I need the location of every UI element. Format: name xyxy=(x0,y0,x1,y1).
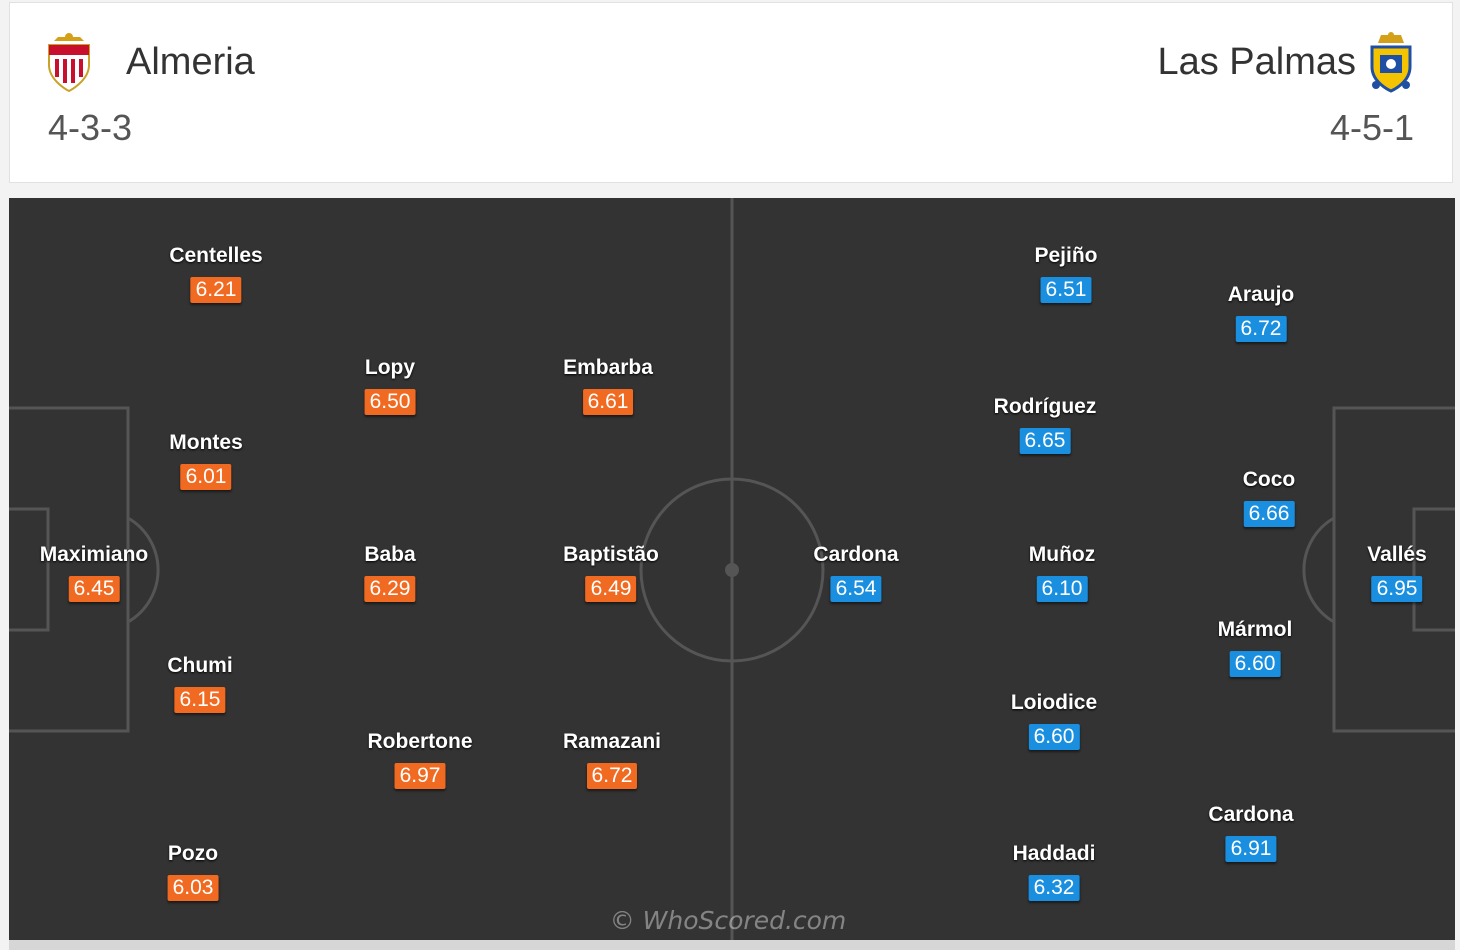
player-name: Vallés xyxy=(1367,543,1427,566)
player-away-valles[interactable]: Vallés 6.95 xyxy=(1367,543,1427,602)
player-away-loiodice[interactable]: Loiodice 6.60 xyxy=(1011,691,1097,750)
player-name: Araujo xyxy=(1227,283,1295,306)
player-name: Muñoz xyxy=(1028,543,1096,566)
player-away-haddadi[interactable]: Haddadi 6.32 xyxy=(1012,842,1096,901)
player-away-pejino[interactable]: Pejiño 6.51 xyxy=(1034,244,1098,303)
player-home-pozo[interactable]: Pozo 6.03 xyxy=(167,842,219,901)
player-name: Baba xyxy=(364,543,416,566)
player-home-chumi[interactable]: Chumi 6.15 xyxy=(167,654,233,713)
player-name: Ramazani xyxy=(562,730,662,753)
player-home-baptistao[interactable]: Baptistão 6.49 xyxy=(563,543,659,602)
player-home-baba[interactable]: Baba 6.29 xyxy=(364,543,416,602)
player-name: Loiodice xyxy=(1010,691,1098,714)
player-rating: 6.50 xyxy=(364,389,416,415)
player-name: Mármol xyxy=(1217,618,1293,641)
pitch: Centelles 6.21 Lopy 6.50 Embarba 6.61 Mo… xyxy=(9,198,1455,940)
watermark: © WhoScored.com xyxy=(609,906,847,935)
player-rating: 6.32 xyxy=(1028,875,1080,901)
player-name: Rodríguez xyxy=(993,395,1097,418)
player-name: Montes xyxy=(169,431,243,454)
player-home-centelles[interactable]: Centelles 6.21 xyxy=(169,244,263,303)
player-name: Pozo xyxy=(167,842,219,865)
player-rating: 6.61 xyxy=(582,389,634,415)
player-rating: 6.01 xyxy=(180,464,232,490)
player-away-rodriguez[interactable]: Rodríguez 6.65 xyxy=(993,395,1097,454)
player-name: Centelles xyxy=(169,244,263,267)
player-rating: 6.65 xyxy=(1019,428,1071,454)
player-rating: 6.72 xyxy=(1235,316,1287,342)
player-name: Coco xyxy=(1242,468,1296,491)
player-home-ramazani[interactable]: Ramazani 6.72 xyxy=(563,730,661,789)
away-formation: 4-5-1 xyxy=(1329,107,1414,148)
player-rating: 6.91 xyxy=(1225,836,1277,862)
player-away-munoz[interactable]: Muñoz 6.10 xyxy=(1029,543,1095,602)
player-rating: 6.54 xyxy=(830,576,882,602)
player-rating: 6.66 xyxy=(1243,501,1295,527)
player-away-cardona-fw[interactable]: Cardona 6.54 xyxy=(813,543,899,602)
player-away-coco[interactable]: Coco 6.66 xyxy=(1242,468,1296,527)
player-home-robertone[interactable]: Robertone 6.97 xyxy=(368,730,473,789)
pitch-lines xyxy=(9,198,1455,940)
player-rating: 6.49 xyxy=(585,576,637,602)
player-home-montes[interactable]: Montes 6.01 xyxy=(169,431,243,490)
match-header: Almeria 4-3-3 Las Palmas 4-5-1 xyxy=(9,2,1453,183)
player-away-marmol[interactable]: Mármol 6.60 xyxy=(1217,618,1293,677)
player-away-cardona-def[interactable]: Cardona 6.91 xyxy=(1208,803,1294,862)
player-home-lopy[interactable]: Lopy 6.50 xyxy=(364,356,416,415)
player-rating: 6.72 xyxy=(586,763,638,789)
player-home-embarba[interactable]: Embarba 6.61 xyxy=(563,356,653,415)
player-rating: 6.45 xyxy=(68,576,120,602)
player-name: Embarba xyxy=(563,356,653,379)
player-rating: 6.95 xyxy=(1371,576,1423,602)
home-team-name: Almeria xyxy=(126,41,255,83)
player-name: Baptistão xyxy=(563,543,659,566)
player-rating: 6.21 xyxy=(190,277,242,303)
player-away-araujo[interactable]: Araujo 6.72 xyxy=(1227,283,1295,342)
bottom-bar xyxy=(9,940,1455,950)
player-name: Cardona xyxy=(1208,803,1294,826)
player-home-maximiano[interactable]: Maximiano 6.45 xyxy=(39,543,149,602)
player-name: Pejiño xyxy=(1034,244,1098,267)
almeria-crest-icon xyxy=(48,33,90,93)
player-rating: 6.97 xyxy=(394,763,446,789)
player-rating: 6.29 xyxy=(364,576,416,602)
home-formation: 4-3-3 xyxy=(48,107,133,148)
player-rating: 6.51 xyxy=(1040,277,1092,303)
player-name: Robertone xyxy=(367,730,473,753)
player-name: Chumi xyxy=(167,654,233,677)
player-name: Cardona xyxy=(813,543,899,566)
away-team-name: Las Palmas xyxy=(1157,41,1356,83)
player-rating: 6.15 xyxy=(174,687,226,713)
player-rating: 6.10 xyxy=(1036,576,1088,602)
player-rating: 6.60 xyxy=(1028,724,1080,750)
player-rating: 6.60 xyxy=(1229,651,1281,677)
player-name: Haddadi xyxy=(1012,842,1096,865)
las-palmas-crest-icon xyxy=(1370,32,1412,93)
player-name: Lopy xyxy=(364,356,416,379)
player-name: Maximiano xyxy=(39,543,149,566)
player-rating: 6.03 xyxy=(167,875,219,901)
